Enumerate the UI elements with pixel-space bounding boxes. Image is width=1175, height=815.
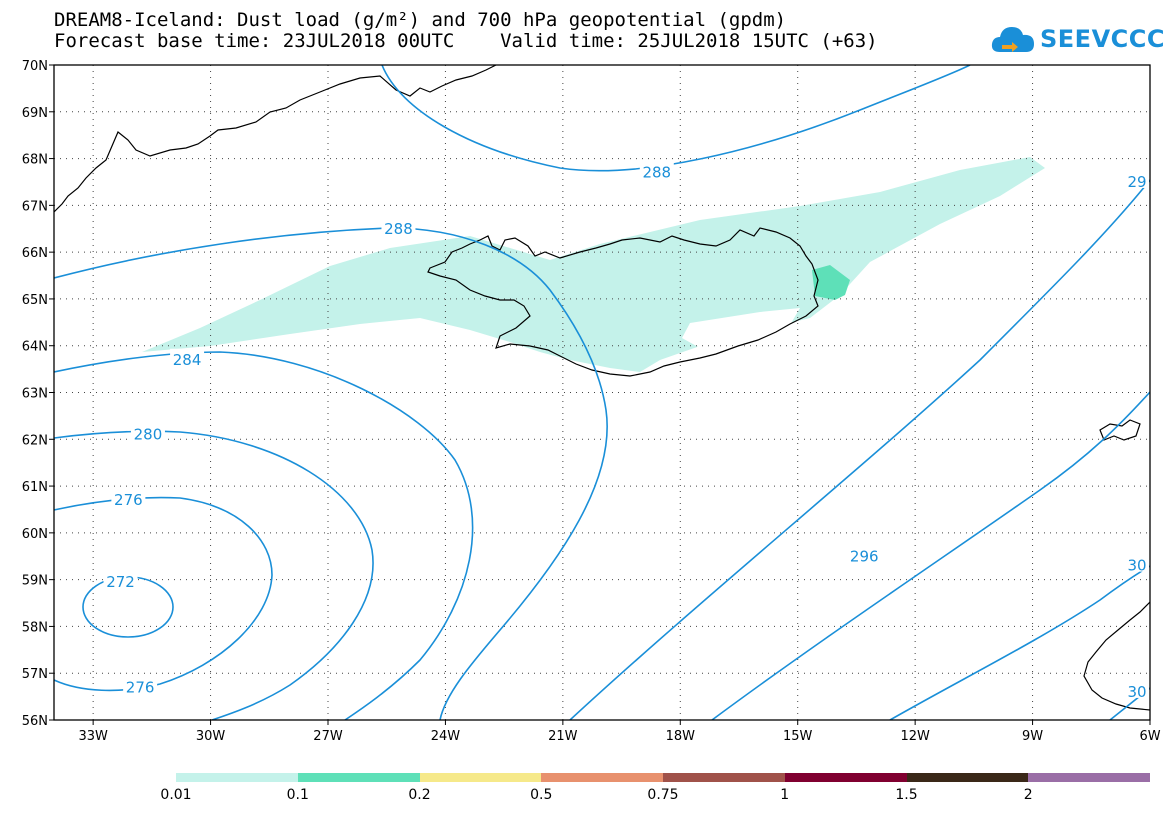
contour-label: 30: [1127, 683, 1146, 701]
contour-label: 296: [850, 547, 879, 565]
lat-tick-label: 64N: [22, 340, 48, 355]
contour-label-bg: [847, 545, 882, 563]
lat-tick-label: 65N: [22, 293, 48, 308]
legend-swatch: [663, 773, 785, 782]
lon-tick-label: 18W: [666, 729, 696, 744]
legend-label: 1: [780, 787, 790, 803]
lat-tick-label: 63N: [22, 387, 48, 402]
cloud-icon: [991, 27, 1034, 52]
legend-swatch: [784, 773, 907, 782]
contour-label-bg: [1125, 680, 1149, 698]
lat-tick-label: 58N: [22, 620, 48, 635]
chart-subtitle-times: Forecast base time: 23JUL2018 00UTC Vali…: [54, 30, 878, 52]
dust-clear-patch: [682, 308, 800, 348]
tick-marks: [49, 64, 1151, 725]
geopotential-contours: [54, 65, 1150, 720]
dust-patch-mid: [812, 265, 850, 300]
contour-line: [889, 565, 1150, 720]
contour-label-bg: [103, 570, 138, 588]
contour-label-bg: [123, 676, 158, 694]
contour-line: [569, 179, 1150, 720]
lat-tick-label: 70N: [22, 59, 48, 74]
lon-tick-label: 15W: [783, 729, 813, 744]
contour-label: 276: [126, 678, 155, 696]
lon-tick-label: 12W: [900, 729, 930, 744]
chart-title: DREAM8-Iceland: Dust load (g/m²) and 700…: [54, 9, 787, 31]
lon-tick-label: 33W: [78, 729, 108, 744]
scotland-coastline: [1083, 601, 1150, 711]
lat-tick-label: 69N: [22, 106, 48, 121]
greenland-coastline: [54, 65, 497, 213]
contour-label-bg: [130, 423, 165, 441]
lat-tick-label: 60N: [22, 527, 48, 542]
contour-label: 276: [114, 491, 143, 509]
contour-label: 30: [1127, 557, 1146, 575]
lat-tick-label: 57N: [22, 667, 48, 682]
faroe-coastline: [1099, 419, 1141, 441]
legend-swatch: [419, 773, 542, 782]
contour-label: 272: [106, 573, 135, 591]
contour-line: [711, 391, 1150, 720]
contour-label-bg: [111, 489, 146, 507]
legend-label: 0.01: [160, 787, 192, 803]
legend-swatch: [1028, 773, 1150, 782]
lon-tick-label: 6W: [1139, 729, 1160, 744]
contour-label: 288: [384, 220, 413, 238]
contour-line: [54, 227, 608, 720]
legend-swatch: [297, 773, 420, 782]
lat-tick-label: 56N: [22, 714, 48, 729]
coastlines: [54, 65, 1150, 711]
legend-label: 0.1: [286, 787, 309, 803]
lon-tick-label: 24W: [431, 729, 461, 744]
logo-text: SEEVCCC: [1040, 25, 1165, 53]
lon-tick-label: 30W: [196, 729, 226, 744]
lon-tick-label: 21W: [548, 729, 578, 744]
lat-tick-label: 59N: [22, 574, 48, 589]
lat-tick-label: 66N: [22, 246, 48, 261]
color-legend: [176, 773, 1150, 782]
contour-label-bg: [639, 161, 674, 179]
contour-line: [381, 65, 971, 172]
legend-label: 0.5: [530, 787, 553, 803]
legend-label: 2: [1023, 787, 1033, 803]
contour-label: 288: [642, 164, 671, 182]
contour-line: [54, 430, 374, 720]
contour-label: 284: [173, 351, 202, 369]
longitude-labels: 33W 30W 27W 24W 21W 18W 15W 12W 9W 6W: [78, 729, 1160, 744]
legend-label: 1.5: [895, 787, 918, 803]
lat-tick-label: 61N: [22, 480, 48, 495]
contour-labels: 288 288 284 280 276 272 276 296 29 30 30: [103, 161, 1149, 701]
contour-label-bg: [170, 348, 205, 366]
dust-plume-low: [142, 157, 1045, 372]
legend-swatch: [176, 773, 298, 782]
iceland-coastline: [427, 227, 819, 377]
contour-label-bg: [381, 217, 416, 235]
lat-tick-label: 62N: [22, 433, 48, 448]
legend-swatch: [906, 773, 1029, 782]
legend-label: 0.2: [408, 787, 431, 803]
latitude-labels: 70N 69N 68N 67N 66N 65N 64N 63N 62N 61N 60N 59N 58N 5…: [22, 59, 48, 729]
contour-label-bg: [1125, 554, 1149, 572]
legend-label: 0.75: [647, 787, 679, 803]
lon-tick-label: 9W: [1022, 729, 1043, 744]
contour-line: [54, 351, 474, 720]
seevccc-logo: SEEVCCC: [990, 22, 1165, 58]
legend-swatch: [541, 773, 663, 782]
lon-tick-label: 27W: [313, 729, 343, 744]
lat-tick-label: 68N: [22, 153, 48, 168]
lat-tick-label: 67N: [22, 199, 48, 214]
contour-label: 29: [1127, 173, 1146, 191]
contour-label: 280: [134, 426, 163, 444]
contour-label-bg: [1125, 170, 1149, 188]
